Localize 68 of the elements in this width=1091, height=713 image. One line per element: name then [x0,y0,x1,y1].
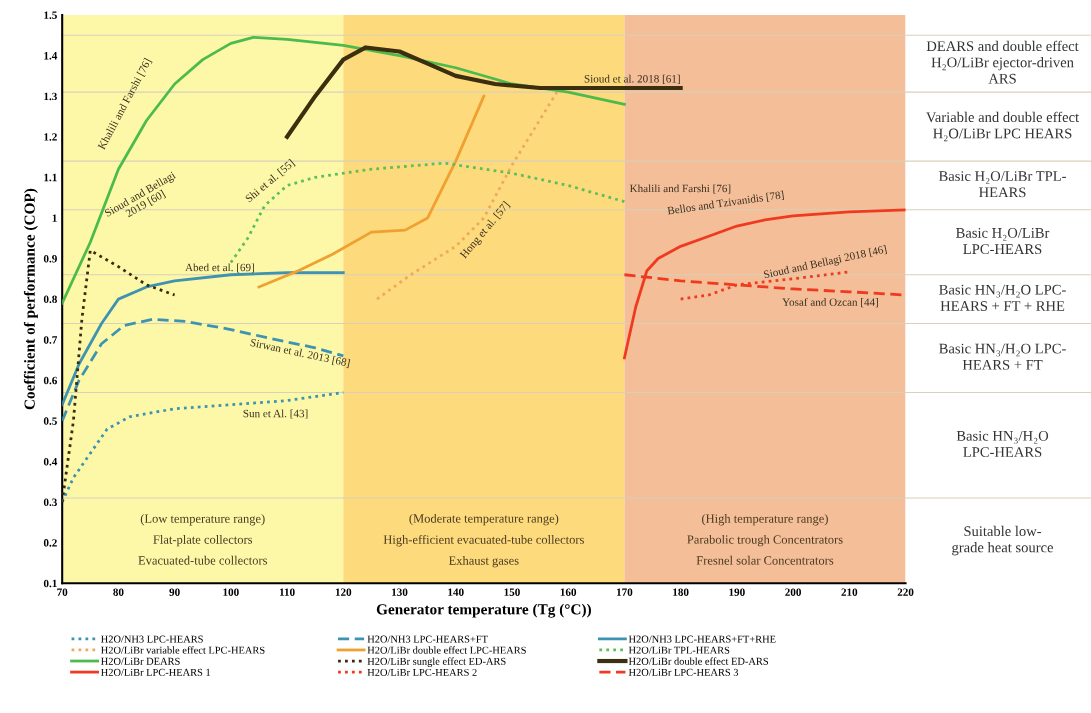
annotation: Sun et Al. [43] [243,409,308,419]
line-series [229,161,626,264]
annotation: Khalili and Farshi [76] [629,184,731,194]
ref-line-label: Suitable low- grade heat source [952,525,1054,556]
x-axis-title: Generator temperature (Tg (°C)) [376,603,591,618]
legend-label: H2O/LiBr DEARS [101,657,180,665]
x-tick-label: 130 [392,588,408,596]
ref-line-label: DEARS and double effect H₂O/LiBr ejector-driven ARS [926,40,1079,84]
legend-label: H2O/LiBr TPL-HEARS [628,646,730,654]
x-tick-label: 170 [616,588,633,596]
x-tick-label: 190 [729,588,745,596]
x-tick-label: 110 [279,588,295,596]
ref-line-label: Variable and double effect H₂O/LiBr LPC HEARS [926,111,1080,142]
annotation: Sioud et al. 2018 [61] [584,74,680,84]
x-tick-label: 210 [841,588,858,596]
y-axis-title: Coefficient of performance (COP) [23,188,38,410]
y-tick-label: 0.8 [43,295,57,304]
y-tick-label: 1.2 [44,133,57,141]
y-tick-label: 0.1 [43,579,57,588]
line-series [375,90,559,301]
y-tick-label: 0.6 [43,376,57,385]
x-tick-label: 220 [897,588,914,596]
band-label: (Moderate temperature range) High-efficient evacuated-tube collectors Exhaust gases [383,513,584,568]
x-tick-label: 140 [448,588,464,596]
x-tick-label: 180 [673,588,689,596]
legend-label: H2O/LiBr double effect LPC-HEARS [367,646,526,654]
legend-label: H2O/LiBr LPC-HEARS 2 [367,668,477,676]
ref-line-label: Basic HN₃/H₂O LPC-HEARS [956,430,1049,458]
y-tick-label: 1.3 [44,92,57,101]
annotation: Sirwan et al. 2013 [68] [249,338,351,369]
legend-label: H2O/NH3 LPC-HEARS [101,635,203,643]
legend-label: H2O/NH3 LPC-HEARS+FT [367,635,488,643]
y-tick-label: 0.3 [43,498,57,507]
legend-label: H2O/LiBr LPC-HEARS 1 [101,668,211,676]
ref-line-label: Basic HN₃/H₂O LPC- HEARS + FT + RHE [939,284,1066,311]
annotation: Abed et al. [69] [185,263,254,273]
x-tick-label: 160 [560,588,577,596]
ref-line-label: Basic H₂O/LiBr LPC-HEARS [956,228,1050,255]
line-series [62,249,177,504]
legend-label: H2O/LiBr LPC-HEARS 3 [628,668,739,676]
x-tick-label: 70 [57,588,68,596]
y-tick-label: 1 [52,214,57,222]
y-tick-label: 0.5 [43,417,57,425]
x-tick-label: 90 [169,588,180,596]
y-tick-label: 1.1 [44,173,57,182]
ref-line-label: Basic H₂O/LiBr TPL- HEARS [938,171,1066,198]
annotation: Yosaf and Ozcan [44] [782,297,878,308]
legend-label: H2O/LiBr sungle effect ED-ARS [367,657,506,667]
x-tick-label: 80 [113,588,124,596]
y-tick-label: 0.9 [43,254,57,263]
x-tick-label: 150 [504,588,520,596]
y-tick-label: 0.2 [43,539,57,547]
band-label: (High temperature range) Parabolic trough Concentrators Fresnel solar Concentrators [687,514,843,565]
legend-label: H2O/NH3 LPC-HEARS+FT+RHE [628,635,776,643]
y-tick-label: 0.7 [43,336,58,344]
line-series [284,45,683,139]
y-tick-label: 1.5 [44,11,57,19]
x-tick-label: 100 [223,588,239,596]
annotation: Shi et al. [55] [244,158,296,204]
band-label: (Low temperature range) Flat-plate collectors Evacuated-tube collectors [138,514,268,565]
x-tick-label: 200 [785,588,801,596]
annotation: Sioud and Bellagi 2018 [46] [763,244,888,281]
legend-label: H2O/LiBr double effect ED-ARS [628,657,769,665]
legend-label: H2O/LiBr variable effect LPC-HEARS [101,646,265,654]
x-tick-label: 120 [335,588,352,596]
y-tick-label: 1.4 [44,52,58,60]
y-tick-label: 0.4 [43,457,58,466]
ref-line-label: Basic HN₃/H₂O LPC- HEARS + FT [939,343,1066,370]
